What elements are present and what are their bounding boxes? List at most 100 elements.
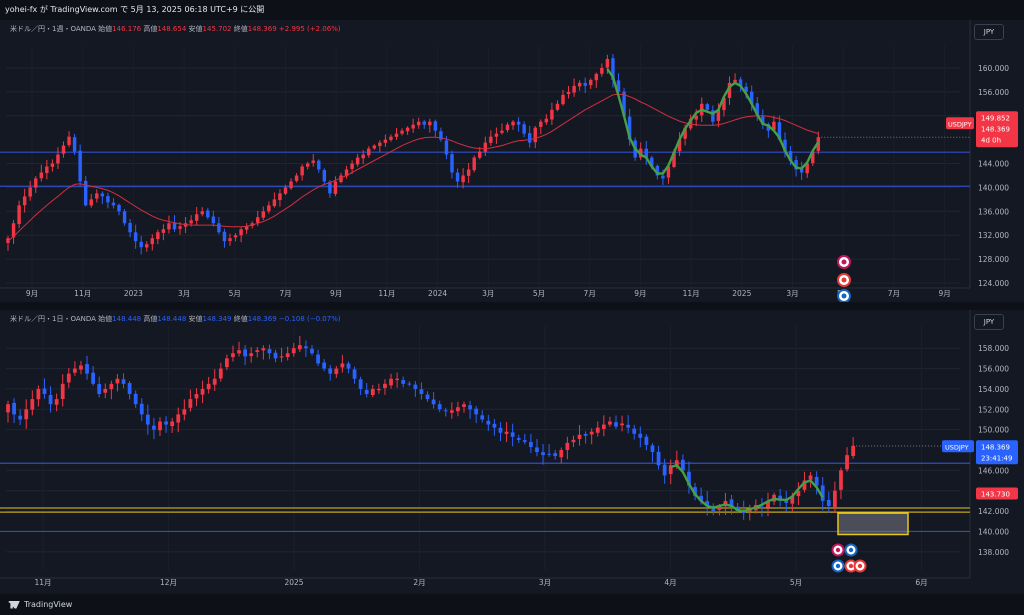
candle-body (802, 480, 807, 490)
y-tick-label: 146.000 (978, 466, 1009, 475)
candle-body (662, 464, 667, 476)
y-tick-label: 144.000 (978, 160, 1009, 169)
candle-body (60, 383, 65, 399)
x-tick-label: 7月 (888, 289, 900, 298)
close-label: 終値 (233, 315, 248, 323)
candle-body (346, 363, 351, 369)
currency-button[interactable]: JPY (974, 24, 1004, 40)
price-tag (976, 440, 1018, 465)
candle-body (194, 214, 199, 221)
weekly-chart-panel[interactable]: 米ドル／円・1週・OANDA 始値146.176 高値148.654 安値145… (0, 20, 1024, 303)
candle-body (693, 487, 697, 496)
price-tag (976, 111, 1018, 148)
x-tick-label: 9月 (938, 289, 950, 298)
open-label: 始値 (98, 25, 113, 33)
weekly-chart-svg[interactable]: 160.000156.000152.000144.000140.000136.0… (0, 20, 1024, 303)
y-tick-label: 152.000 (978, 405, 1009, 414)
currency-button[interactable]: JPY (974, 314, 1004, 330)
candle-body (444, 140, 449, 155)
close-label: 終値 (233, 25, 248, 33)
candle-body (243, 349, 248, 357)
y-tick-label: 136.000 (978, 207, 1009, 216)
candle-body (167, 223, 171, 230)
candle-body (777, 122, 782, 140)
candle-body (594, 73, 599, 81)
candle-body (614, 422, 618, 427)
candle-body (283, 187, 288, 194)
panel-separator[interactable] (0, 302, 1024, 310)
candle-body (527, 133, 532, 143)
candle-body (814, 476, 819, 486)
y-tick-label: 140.000 (978, 183, 1009, 192)
candle-body (722, 97, 726, 111)
candle-body (109, 383, 114, 390)
candle-body (394, 133, 399, 137)
candle-body (18, 415, 23, 420)
x-tick-label: 2024 (428, 289, 447, 298)
candle-body (206, 210, 210, 218)
candle-body (358, 379, 363, 389)
candle-body (72, 368, 77, 373)
footer-brand: TradingView (24, 600, 73, 609)
x-tick-label: 3月 (178, 289, 190, 298)
candle-body (694, 115, 698, 120)
candle-body (571, 439, 576, 443)
candle-body (766, 500, 770, 508)
symbol-tag (946, 117, 974, 130)
moving-average-line (7, 93, 819, 242)
open-label: 始値 (98, 315, 113, 323)
x-tick-label: 11月 (34, 578, 51, 587)
candle-body (389, 378, 393, 386)
candle-body (261, 348, 266, 351)
candle-body (566, 91, 571, 95)
candle-body (553, 453, 558, 457)
candle-body (450, 154, 454, 173)
candle-body (294, 175, 299, 181)
candle-body (755, 103, 759, 116)
x-tick-label: 9月 (26, 289, 38, 298)
candle-body (431, 399, 436, 405)
high-value: 148.654 (157, 25, 187, 33)
daily-chart-panel[interactable]: 米ドル／円・1日・OANDA 始値148.448 高値148.448 安値148… (0, 310, 1024, 594)
candle-body (845, 455, 849, 470)
candle-body (383, 139, 388, 143)
candle-body (783, 139, 787, 152)
candle-body (461, 175, 465, 183)
candle-body (83, 180, 88, 206)
candle-body (808, 475, 813, 480)
y-tick-label: 138.000 (978, 548, 1009, 557)
candle-body (188, 399, 193, 408)
candle-body (428, 121, 432, 126)
candle-body (535, 447, 539, 453)
candle-body (505, 124, 510, 131)
daily-legend: 米ドル／円・1日・OANDA 始値148.448 高値148.448 安値148… (10, 314, 341, 324)
candle-body (511, 121, 515, 126)
candle-body (233, 235, 238, 238)
candle-body (194, 394, 199, 399)
candle-body (674, 460, 679, 467)
candle-body (6, 404, 10, 413)
candle-body (211, 216, 216, 224)
candle-body (541, 452, 545, 456)
candle-body (12, 402, 16, 415)
candle-body (462, 404, 466, 407)
daily-chart-svg[interactable]: 158.000 156.000 154.000 152.000 150.000 146.0… (0, 310, 1024, 594)
candle-body (666, 166, 671, 178)
candle-body (655, 165, 660, 176)
candle-body (416, 121, 421, 126)
candle-body (422, 121, 426, 125)
x-tick-label: 5月 (229, 289, 241, 298)
candle-body (189, 220, 193, 224)
candle-body (650, 157, 654, 167)
x-tick-label: 11月 (74, 289, 91, 298)
candle-body (761, 116, 765, 125)
candle-body (256, 217, 260, 223)
candle-body (228, 238, 232, 242)
candle-body (516, 438, 521, 440)
close-value: 148.369 (247, 25, 277, 33)
candle-body (239, 229, 243, 236)
candle-body (128, 222, 132, 233)
candle-body (622, 91, 626, 116)
x-tick-label: 3月 (539, 578, 551, 587)
candle-body (500, 130, 504, 133)
